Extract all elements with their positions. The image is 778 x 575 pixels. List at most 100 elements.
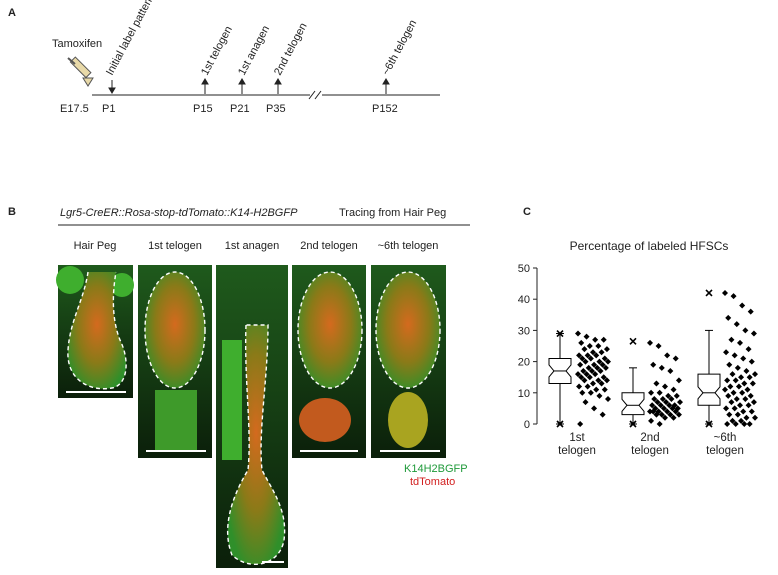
data-point <box>732 421 739 427</box>
data-point <box>726 361 733 368</box>
data-point <box>595 377 602 384</box>
data-point <box>648 417 655 424</box>
data-point <box>591 361 598 368</box>
data-point <box>586 343 593 349</box>
data-point <box>733 396 740 403</box>
data-point <box>664 352 671 359</box>
data-point <box>600 336 607 343</box>
data-point <box>730 389 737 396</box>
data-point <box>599 361 606 368</box>
event-label: 1st telogen <box>199 24 235 77</box>
data-point <box>741 421 748 427</box>
data-point <box>740 355 747 362</box>
data-point <box>672 355 679 362</box>
y-tick-label: 20 <box>518 357 530 369</box>
y-tick-label: 30 <box>518 325 530 337</box>
micrograph <box>56 265 134 398</box>
data-point <box>728 336 735 343</box>
data-point <box>576 383 583 390</box>
data-point <box>602 364 609 371</box>
box <box>621 392 645 416</box>
data-point <box>724 377 731 384</box>
x-tick-label: ~6th telogen <box>706 432 744 457</box>
data-point <box>723 405 730 412</box>
panel-label: A <box>8 7 16 19</box>
event-label: 2nd telogen <box>272 21 310 77</box>
micrograph <box>216 265 288 568</box>
data-point <box>677 399 683 406</box>
data-point <box>595 343 602 349</box>
data-point <box>734 364 741 371</box>
axis-break <box>308 90 316 100</box>
data-point <box>726 411 733 418</box>
data-point <box>729 417 736 424</box>
data-point <box>746 374 753 381</box>
data-point <box>672 408 679 415</box>
data-point <box>576 352 583 359</box>
data-point <box>583 371 590 378</box>
data-point <box>658 411 665 418</box>
event-arrows <box>108 78 390 94</box>
data-point <box>673 392 680 399</box>
drug-label: Tamoxifen <box>52 38 102 50</box>
data-point <box>597 367 604 374</box>
data-point <box>590 380 596 387</box>
data-point <box>598 349 605 356</box>
y-tick-label: 10 <box>518 388 530 400</box>
panel-label: C <box>523 206 531 218</box>
y-tick-label: 50 <box>518 263 530 275</box>
data-point <box>663 399 670 406</box>
data-point <box>750 399 757 406</box>
data-point <box>599 411 606 418</box>
data-point <box>665 392 672 399</box>
data-point <box>577 361 584 368</box>
data-point <box>651 396 658 403</box>
data-point <box>740 408 747 415</box>
time-label: P1 <box>102 103 115 115</box>
data-point <box>650 408 657 415</box>
data-point <box>662 414 668 421</box>
data-point <box>742 327 749 334</box>
data-point <box>581 346 588 353</box>
data-point <box>725 392 732 399</box>
data-point <box>745 402 752 409</box>
event-label: 1st anagen <box>236 24 272 78</box>
data-point <box>603 346 610 353</box>
data-point <box>737 339 743 346</box>
data-point <box>654 399 661 406</box>
data-point <box>577 421 584 427</box>
time-label: P21 <box>230 103 250 115</box>
outer-marker <box>705 420 713 428</box>
legend-label: tdTomato <box>410 476 455 488</box>
data-point <box>723 349 730 356</box>
legend-label: K14H2BGFP <box>404 463 468 475</box>
axis-break <box>314 90 322 100</box>
data-point <box>603 377 610 384</box>
data-point <box>667 411 674 418</box>
data-point <box>592 336 599 343</box>
box <box>697 373 721 406</box>
data-point <box>584 352 591 359</box>
data-point <box>650 361 657 368</box>
data-point <box>732 377 739 384</box>
data-point <box>582 358 589 365</box>
data-point <box>592 371 599 378</box>
data-point <box>605 396 611 403</box>
data-point <box>752 414 758 421</box>
data-point <box>579 355 586 362</box>
data-point <box>584 383 591 390</box>
outer-marker <box>629 420 637 428</box>
data-point <box>658 364 665 371</box>
chart-title: Percentage of labeled HFSCs <box>570 239 729 253</box>
data-point <box>660 405 667 412</box>
data-point <box>741 380 748 387</box>
column-label: Hair Peg <box>74 240 117 252</box>
data-point <box>581 377 588 384</box>
data-point <box>675 377 682 384</box>
data-point <box>722 289 728 296</box>
data-point <box>667 367 674 374</box>
data-point <box>582 399 589 406</box>
data-point <box>653 411 660 418</box>
y-tick-label: 0 <box>524 419 530 431</box>
column-label: 2nd telogen <box>300 240 358 252</box>
